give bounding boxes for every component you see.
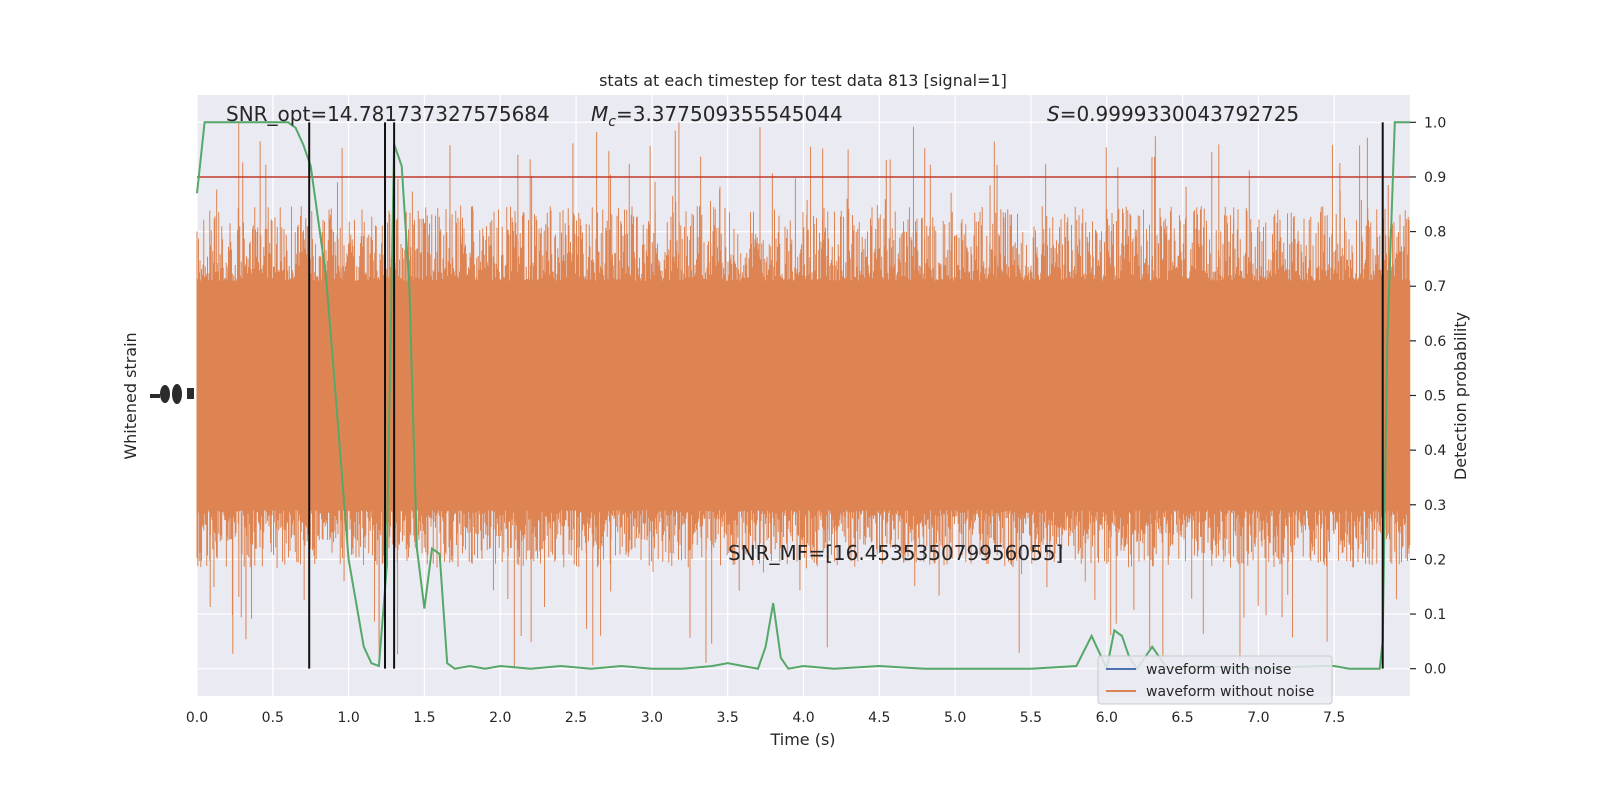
y-tick-label-4: 0.4: [1424, 443, 1446, 459]
snr-mf-annotation: SNR_MF=[16.453535079956055]: [728, 541, 1063, 565]
y-tick-label-8: 0.8: [1424, 225, 1446, 241]
x-tick-label-4: 2.0: [489, 710, 511, 726]
y-tick-label-10: 1.0: [1424, 115, 1446, 131]
x-tick-label-0: 0.0: [186, 710, 208, 726]
strain-band: [196, 122, 1411, 669]
y-tick-label-5: 0.5: [1424, 389, 1446, 405]
chart-title: stats at each timestep for test data 813…: [599, 71, 1007, 90]
snr-opt-annotation: SNR_opt=14.781737327575684: [226, 102, 550, 126]
legend-label-without-noise: waveform without noise: [1146, 684, 1314, 700]
x-axis-label: Time (s): [769, 730, 835, 749]
significance-annotation: S=0.9999330043792725: [1047, 102, 1299, 126]
legend-box: [1097, 655, 1333, 705]
event-vertical-lines: [308, 122, 1384, 669]
right-y-axis-ticks: 0.0 0.1 0.2 0.3 0.4 0.5 0.6 0.7 0.8 0.9 1.0: [1410, 115, 1446, 678]
y-tick-label-6: 0.6: [1424, 334, 1446, 350]
x-axis-ticks: 0.0 0.5 1.0 1.5 2.0 2.5 3.0 3.5 4.0 4.5 5.0 5.5 6.0 6…: [186, 710, 1345, 726]
chirp-mass-annotation: Mc=3.377509355545044: [591, 102, 843, 130]
y-tick-label-2: 0.2: [1424, 552, 1446, 568]
x-tick-label-14: 7.0: [1247, 710, 1269, 726]
x-tick-label-2: 1.0: [337, 710, 359, 726]
y-tick-label-7: 0.7: [1424, 279, 1446, 295]
x-tick-label-5: 2.5: [565, 710, 587, 726]
strain-spikes: [196, 122, 1411, 669]
x-tick-label-7: 3.5: [717, 710, 739, 726]
x-tick-label-8: 4.0: [792, 710, 814, 726]
x-tick-label-13: 6.5: [1171, 710, 1193, 726]
left-y-axis-label: Whitened strain: [121, 332, 140, 459]
x-tick-label-3: 1.5: [413, 710, 435, 726]
x-tick-label-11: 5.5: [1020, 710, 1042, 726]
x-tick-label-12: 6.0: [1096, 710, 1118, 726]
legend: waveform with noise waveform without noi…: [1097, 655, 1333, 705]
x-tick-label-9: 4.5: [868, 710, 890, 726]
x-tick-label-1: 0.5: [262, 710, 284, 726]
y-tick-label-0: 0.0: [1424, 662, 1446, 678]
y-tick-label-1: 0.1: [1424, 607, 1446, 623]
left-axis-tick-labels: [150, 384, 194, 404]
y-tick-label-3: 0.3: [1424, 498, 1446, 514]
right-y-axis-label: Detection probability: [1451, 312, 1470, 480]
x-tick-label-10: 5.0: [944, 710, 966, 726]
legend-label-with-noise: waveform with noise: [1146, 662, 1291, 678]
y-tick-label-9: 0.9: [1424, 170, 1446, 186]
x-tick-label-15: 7.5: [1323, 710, 1345, 726]
x-tick-label-6: 3.0: [641, 710, 663, 726]
